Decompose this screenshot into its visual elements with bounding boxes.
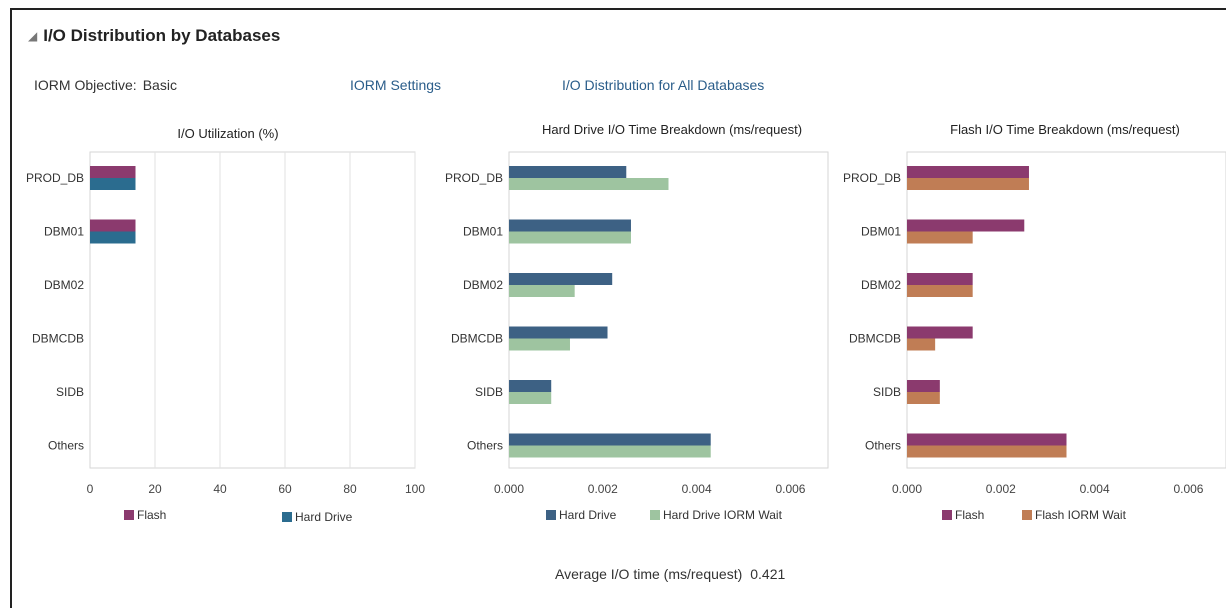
chart-3-bar-flash — [907, 273, 973, 285]
chart-2-x-tick-label: 0.002 — [588, 482, 618, 496]
chart-1-category-label: Others — [48, 439, 84, 453]
chart-3-x-tick-label: 0.004 — [1080, 482, 1110, 496]
average-io-time: Average I/O time (ms/request) 0.421 — [555, 566, 785, 582]
chart-2-category-label: DBMCDB — [451, 332, 503, 346]
chart-2-category-label: PROD_DB — [445, 171, 503, 185]
section-header[interactable]: ◢ I/O Distribution by Databases — [28, 26, 280, 46]
chart-1-x-tick-label: 100 — [405, 482, 425, 496]
chart-2-bar-hard-drive — [509, 166, 627, 178]
chart-2-x-tick-label: 0.004 — [682, 482, 712, 496]
chart-2-bar-hard-drive-iorm-wait — [509, 445, 711, 458]
average-io-time-label: Average I/O time (ms/request) — [555, 566, 743, 582]
chart-2-category-label: Others — [467, 439, 503, 453]
chart-1-x-tick-label: 20 — [148, 482, 162, 496]
chart-3-bar-flash-iorm-wait — [907, 392, 940, 404]
chart-3-x-tick-label: 0.000 — [892, 482, 922, 496]
iorm-settings-link[interactable]: IORM Settings — [350, 77, 442, 93]
chart-3-x-tick-label: 0.006 — [1173, 482, 1203, 496]
all-databases-link[interactable]: I/O Distribution for All Databases — [562, 77, 765, 93]
triangle-expanded-icon[interactable]: ◢ — [28, 29, 38, 43]
chart-2-legend-swatch — [650, 510, 660, 520]
chart-1-plot-area — [89, 151, 416, 469]
chart-2-bar-hard-drive-iorm-wait — [509, 338, 570, 351]
average-io-time-value: 0.421 — [750, 566, 786, 582]
chart-3-category-label: SIDB — [873, 385, 901, 399]
chart-3-plot-area — [906, 151, 1226, 469]
chart-2-bar-hard-drive — [509, 380, 552, 392]
chart-1-category-label: DBMCDB — [32, 332, 84, 346]
chart-2-bar-hard-drive — [509, 433, 711, 446]
chart-3-bar-flash-iorm-wait — [907, 178, 1029, 190]
chart-3-category-label: PROD_DB — [843, 171, 901, 185]
chart-1-bar-flash — [90, 219, 136, 232]
chart-2-bar-hard-drive-iorm-wait — [509, 178, 669, 190]
chart-3-bar-flash-iorm-wait — [907, 445, 1067, 458]
chart-3-legend-label: Flash IORM Wait — [1035, 508, 1127, 522]
chart-2-bar-hard-drive-iorm-wait — [509, 285, 575, 297]
chart-3-category-label: DBM01 — [861, 225, 901, 239]
chart-3-bar-flash — [907, 433, 1067, 446]
chart-1-x-tick-label: 80 — [343, 482, 357, 496]
chart-1-bar-flash — [90, 166, 136, 178]
chart-3-category-label: DBM02 — [861, 278, 901, 292]
chart-3-title: Flash I/O Time Breakdown (ms/request) — [950, 122, 1180, 137]
iorm-objective-value: Basic — [142, 77, 177, 93]
chart-3-bar-flash — [907, 380, 940, 392]
chart-2-bar-hard-drive-iorm-wait — [509, 231, 631, 244]
chart-2-legend-label: Hard Drive — [559, 508, 617, 522]
chart-2-bar-hard-drive — [509, 219, 631, 232]
iorm-objective: IORM Objective: Basic — [34, 77, 177, 93]
chart-3-legend-swatch — [1022, 510, 1032, 520]
chart-1-category-label: DBM01 — [44, 225, 84, 239]
chart-3-bar-flash — [907, 326, 973, 339]
chart-3-legend-swatch — [942, 510, 952, 520]
chart-3-category-label: DBMCDB — [849, 332, 901, 346]
chart-2-plot-area — [508, 151, 829, 469]
chart-1-legend-swatch — [282, 512, 292, 522]
chart-1-title: I/O Utilization (%) — [177, 126, 278, 141]
chart-1-category-label: PROD_DB — [26, 171, 84, 185]
chart-3-bar-flash-iorm-wait — [907, 285, 973, 297]
iorm-objective-label: IORM Objective: — [34, 77, 137, 93]
chart-3-bar-flash — [907, 219, 1025, 232]
chart-2-x-tick-label: 0.000 — [494, 482, 524, 496]
chart-1-bar-hard-drive — [90, 178, 136, 190]
chart-1-legend-label: Hard Drive — [295, 510, 353, 524]
chart-1-legend-label: Flash — [137, 508, 166, 522]
chart-2-x-tick-label: 0.006 — [775, 482, 805, 496]
chart-3-bar-flash — [907, 166, 1029, 178]
chart-2-category-label: SIDB — [475, 385, 503, 399]
chart-2-legend-label: Hard Drive IORM Wait — [663, 508, 783, 522]
chart-1-category-label: DBM02 — [44, 278, 84, 292]
chart-1-x-tick-label: 60 — [278, 482, 292, 496]
chart-1-bar-hard-drive — [90, 231, 136, 244]
chart-1-x-tick-label: 40 — [213, 482, 227, 496]
chart-3-legend-label: Flash — [955, 508, 984, 522]
chart-3-category-label: Others — [865, 439, 901, 453]
chart-3-bar-flash-iorm-wait — [907, 338, 936, 351]
section-title: I/O Distribution by Databases — [43, 26, 281, 45]
chart-2-bar-hard-drive-iorm-wait — [509, 392, 552, 404]
chart-1-legend-swatch — [124, 510, 134, 520]
chart-2-category-label: DBM02 — [463, 278, 503, 292]
chart-1-x-tick-label: 0 — [87, 482, 94, 496]
chart-2-bar-hard-drive — [509, 326, 608, 339]
chart-3-x-tick-label: 0.002 — [986, 482, 1016, 496]
chart-2-bar-hard-drive — [509, 273, 613, 285]
chart-2-category-label: DBM01 — [463, 225, 503, 239]
chart-1-category-label: SIDB — [56, 385, 84, 399]
chart-2-legend-swatch — [546, 510, 556, 520]
chart-2-title: Hard Drive I/O Time Breakdown (ms/reques… — [542, 122, 802, 137]
chart-3-bar-flash-iorm-wait — [907, 231, 973, 244]
